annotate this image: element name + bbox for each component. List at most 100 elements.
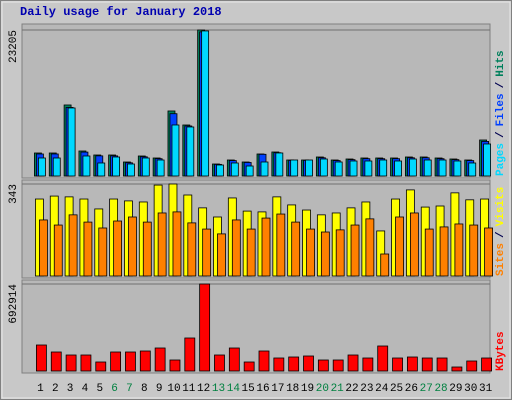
legend-entry: Sites xyxy=(495,243,507,276)
bar xyxy=(364,160,373,177)
bar xyxy=(469,224,479,277)
y-tick-label: 692914 xyxy=(8,284,20,324)
bar xyxy=(201,30,210,177)
bar xyxy=(184,337,196,372)
bar xyxy=(172,211,182,277)
bar xyxy=(156,159,165,177)
bar xyxy=(423,159,432,177)
x-tick-label: 24 xyxy=(375,383,389,395)
bar xyxy=(97,162,106,177)
bar xyxy=(335,229,345,277)
y-tick-label: 343 xyxy=(8,184,20,204)
bar xyxy=(424,228,434,277)
bar xyxy=(347,354,359,372)
bar xyxy=(334,161,343,177)
legend-entry: KBytes xyxy=(495,331,507,371)
bar xyxy=(261,217,271,277)
bar xyxy=(395,216,404,277)
bar xyxy=(230,162,239,177)
x-tick-label: 6 xyxy=(111,383,118,395)
bar xyxy=(349,160,358,177)
x-tick-label: 3 xyxy=(67,383,74,395)
bar xyxy=(125,351,136,372)
legend-entry: Hits xyxy=(495,50,507,76)
x-tick-label: 22 xyxy=(345,383,358,395)
bar xyxy=(451,366,463,372)
x-tick-label: 15 xyxy=(242,383,255,395)
plot-area xyxy=(21,23,491,179)
bar xyxy=(317,359,329,372)
bar xyxy=(67,107,76,177)
x-tick-label: 30 xyxy=(464,383,477,395)
bar xyxy=(217,233,226,277)
bar xyxy=(216,164,224,177)
legend-separator: / xyxy=(495,81,507,88)
bar xyxy=(53,224,63,277)
bar xyxy=(258,350,270,372)
x-tick-label: 9 xyxy=(156,383,163,395)
bar xyxy=(436,357,448,372)
bar xyxy=(392,357,403,372)
bar xyxy=(362,357,374,372)
bar xyxy=(112,156,121,177)
bar xyxy=(80,354,92,372)
bar xyxy=(245,165,254,177)
bar xyxy=(39,219,48,277)
bar xyxy=(95,361,107,372)
bar xyxy=(202,228,212,277)
x-tick-label: 28 xyxy=(434,383,447,395)
bar xyxy=(421,357,433,372)
bar xyxy=(141,157,150,177)
legend: Sites / Visits xyxy=(495,187,507,276)
bar xyxy=(36,344,47,372)
bar xyxy=(438,159,447,177)
legend: KBytes xyxy=(495,331,507,371)
bar xyxy=(481,357,492,372)
x-tick-label: 13 xyxy=(212,383,225,395)
x-tick-label: 14 xyxy=(227,383,241,395)
x-tick-label: 31 xyxy=(479,383,493,395)
y-tick-label: 23205 xyxy=(8,30,20,63)
legend-separator: / xyxy=(495,131,507,138)
x-tick-label: 25 xyxy=(390,383,403,395)
x-tick-label: 7 xyxy=(126,383,133,395)
x-tick-label: 16 xyxy=(256,383,269,395)
bar xyxy=(52,157,61,177)
legend-entry: Pages xyxy=(495,143,507,176)
bar xyxy=(276,213,286,277)
x-tick-label: 23 xyxy=(360,383,373,395)
bar xyxy=(113,220,123,277)
bar xyxy=(275,152,284,177)
bar xyxy=(127,163,135,177)
bar xyxy=(260,161,269,177)
x-tick-label: 12 xyxy=(197,383,210,395)
bar xyxy=(350,224,360,277)
bar xyxy=(83,221,93,277)
x-tick-label: 20 xyxy=(316,383,329,395)
bar xyxy=(154,347,166,372)
x-tick-label: 18 xyxy=(286,383,299,395)
bar xyxy=(169,359,181,372)
bar xyxy=(379,159,388,177)
legend: Pages / Files / Hits xyxy=(495,50,507,176)
bar xyxy=(98,227,108,277)
bar xyxy=(291,221,301,277)
bar xyxy=(466,360,478,372)
bar xyxy=(484,227,493,277)
chart-title: Daily usage for January 2018 xyxy=(20,5,222,19)
bar xyxy=(231,219,241,277)
x-tick-label: 21 xyxy=(331,383,345,395)
bar xyxy=(365,218,375,277)
bar xyxy=(406,356,418,372)
bar xyxy=(273,357,285,372)
bar xyxy=(50,351,62,372)
bar xyxy=(142,221,152,277)
legend-separator: / xyxy=(495,231,507,238)
x-tick-label: 11 xyxy=(182,383,196,395)
bar xyxy=(128,216,137,277)
bar xyxy=(186,126,195,177)
bar xyxy=(468,162,477,177)
bar xyxy=(439,226,449,277)
bar xyxy=(454,223,464,277)
legend-entry: Files xyxy=(495,93,507,126)
